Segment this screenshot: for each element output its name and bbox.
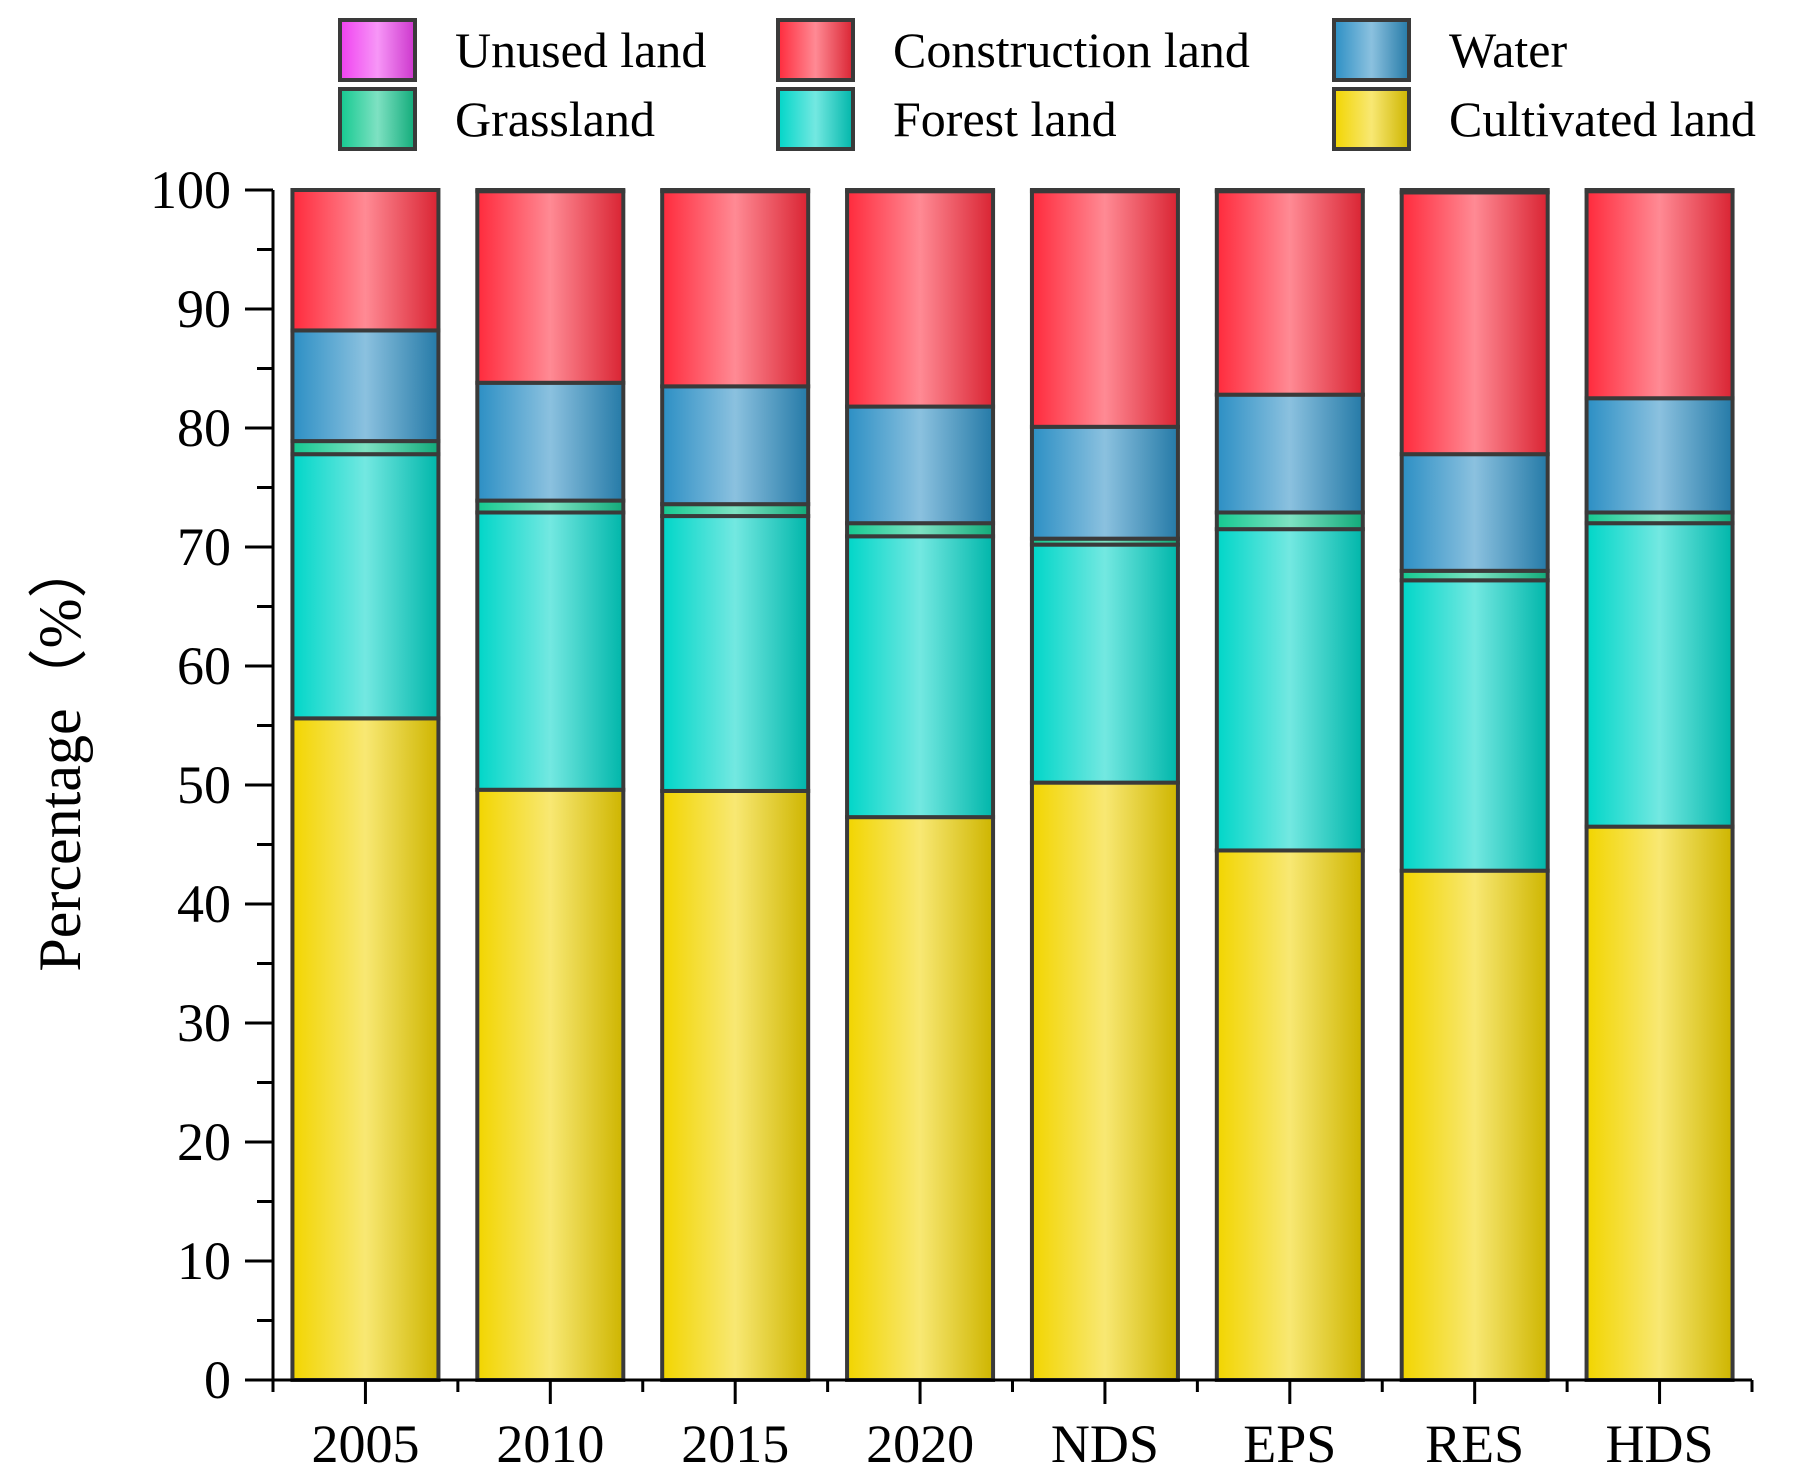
legend-swatch-grassland xyxy=(338,87,417,151)
bar-water-2020 xyxy=(845,404,996,526)
bar-forest-land-2010 xyxy=(475,510,626,792)
legend-label-construction-land: Construction land xyxy=(893,22,1250,78)
legend-label-grassland: Grassland xyxy=(455,91,655,147)
bar-construction-land-2015 xyxy=(660,189,811,389)
x-tick-label-2005: 2005 xyxy=(311,1414,419,1474)
bar-construction-land-eps xyxy=(1214,189,1365,397)
y-tick-label: 100 xyxy=(150,160,231,220)
y-tick-label: 60 xyxy=(177,636,231,696)
bar-cultivated-land-eps xyxy=(1214,848,1365,1382)
x-tick-label-hds: HDS xyxy=(1606,1414,1714,1474)
bar-forest-land-2015 xyxy=(660,514,811,793)
legend-swatch-construction-land xyxy=(776,18,855,82)
legend-label-unused-land: Unused land xyxy=(455,22,706,78)
bar-grassland-eps xyxy=(1214,510,1365,532)
bar-water-hds xyxy=(1584,396,1735,515)
bar-forest-land-res xyxy=(1399,578,1550,873)
bar-unused-land-2015 xyxy=(660,188,811,194)
legend: Unused land Construction land Water Grassla… xyxy=(338,18,1756,151)
bar-construction-land-2005 xyxy=(290,188,441,333)
y-tick-label: 80 xyxy=(177,398,231,458)
x-tick-label-nds: NDS xyxy=(1051,1414,1159,1474)
y-axis-title: Percentage（%） xyxy=(27,538,93,971)
legend-label-cultivated-land: Cultivated land xyxy=(1449,91,1756,147)
legend-swatch-cultivated-land xyxy=(1332,87,1411,151)
bar-unused-land-2020 xyxy=(845,188,996,194)
x-tick-label-2010: 2010 xyxy=(496,1414,604,1474)
bar-unused-land-eps xyxy=(1214,188,1365,194)
bar-water-res xyxy=(1399,452,1550,573)
bar-forest-land-2005 xyxy=(290,452,441,721)
bar-cultivated-land-2015 xyxy=(660,788,811,1382)
bar-cultivated-land-res xyxy=(1399,868,1550,1382)
bar-cultivated-land-nds xyxy=(1029,780,1180,1382)
bar-unused-land-res xyxy=(1399,188,1550,195)
bar-construction-land-res xyxy=(1399,190,1550,457)
bar-water-2015 xyxy=(660,384,811,507)
bar-construction-land-hds xyxy=(1584,189,1735,401)
bar-forest-land-hds xyxy=(1584,521,1735,829)
bar-forest-land-2020 xyxy=(845,534,996,820)
x-tick-label-res: RES xyxy=(1425,1414,1524,1474)
bar-cultivated-land-hds xyxy=(1584,824,1735,1382)
bar-water-2010 xyxy=(475,380,626,503)
bar-cultivated-land-2005 xyxy=(290,716,441,1382)
bar-unused-land-nds xyxy=(1029,188,1180,194)
legend-swatch-forest-land xyxy=(776,87,855,151)
bar-water-2005 xyxy=(290,328,441,444)
y-tick-label: 10 xyxy=(177,1231,231,1291)
axes: 0 10 20 30 40 50 60 70 80 90 100 2005 2010 2015 2020 ND… xyxy=(150,160,1754,1474)
y-tick-label: 40 xyxy=(177,874,231,934)
x-tick-label-2015: 2015 xyxy=(681,1414,789,1474)
bar-unused-land-2010 xyxy=(475,188,626,194)
bar-construction-land-nds xyxy=(1029,189,1180,429)
y-tick-label: 90 xyxy=(177,279,231,339)
y-tick-label: 50 xyxy=(177,755,231,815)
bars xyxy=(290,188,1735,1382)
y-tick-label: 20 xyxy=(177,1112,231,1172)
legend-label-water: Water xyxy=(1449,22,1567,78)
bar-forest-land-nds xyxy=(1029,542,1180,785)
bar-cultivated-land-2010 xyxy=(475,787,626,1382)
bar-forest-land-eps xyxy=(1214,527,1365,853)
bar-water-eps xyxy=(1214,392,1365,515)
bar-construction-land-2010 xyxy=(475,189,626,385)
bar-construction-land-2020 xyxy=(845,189,996,409)
y-tick-label: 30 xyxy=(177,993,231,1053)
y-tick-label: 0 xyxy=(204,1350,231,1410)
bar-unused-land-hds xyxy=(1584,188,1735,194)
x-tick-label-eps: EPS xyxy=(1243,1414,1336,1474)
legend-swatch-water xyxy=(1332,18,1411,82)
x-tick-label-2020: 2020 xyxy=(866,1414,974,1474)
legend-label-forest-land: Forest land xyxy=(893,91,1117,147)
bar-cultivated-land-2020 xyxy=(845,815,996,1382)
y-tick-label: 70 xyxy=(177,517,231,577)
bar-water-nds xyxy=(1029,424,1180,541)
legend-swatch-unused-land xyxy=(338,18,417,82)
